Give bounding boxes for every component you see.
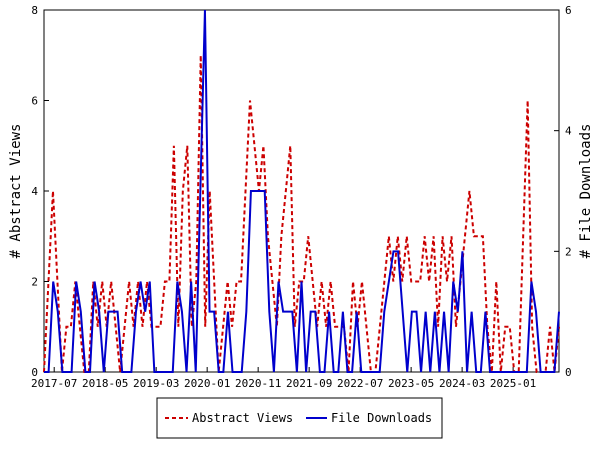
legend-label-file-downloads: File Downloads bbox=[331, 411, 432, 425]
left-tick-label: 8 bbox=[31, 4, 38, 17]
legend: Abstract Views File Downloads bbox=[156, 397, 443, 439]
right-tick-label: 2 bbox=[565, 245, 572, 258]
legend-label-abstract-views: Abstract Views bbox=[192, 411, 293, 425]
x-tick-label: 2024-03 bbox=[439, 377, 485, 390]
right-axis-title: # File Downloads bbox=[578, 124, 594, 259]
x-tick-label: 2018-05 bbox=[82, 377, 128, 390]
series-line-file-downloads bbox=[44, 9, 560, 373]
x-axis: 2017-07 2018-05 2019-03 2020-01 2020-11 2021-… bbox=[31, 367, 536, 390]
left-axis: 0 2 4 6 8 bbox=[31, 4, 49, 379]
right-axis: 0 2 4 6 bbox=[554, 4, 572, 379]
left-tick-label: 4 bbox=[31, 185, 38, 198]
x-tick-label: 2021-09 bbox=[286, 377, 332, 390]
left-tick-label: 0 bbox=[31, 366, 38, 379]
right-tick-label: 0 bbox=[565, 366, 572, 379]
x-tick-label: 2017-07 bbox=[31, 377, 77, 390]
left-tick-label: 6 bbox=[31, 95, 38, 108]
x-tick-label: 2023-05 bbox=[388, 377, 434, 390]
series-layer bbox=[43, 9, 560, 373]
legend-box bbox=[156, 397, 443, 439]
left-tick-label: 2 bbox=[31, 276, 38, 289]
x-tick-label: 2020-11 bbox=[235, 377, 281, 390]
right-tick-label: 6 bbox=[565, 4, 572, 17]
x-tick-label: 2025-01 bbox=[490, 377, 536, 390]
right-tick-label: 4 bbox=[565, 125, 572, 138]
plot-area bbox=[43, 9, 560, 373]
left-axis-title: # Abstract Views bbox=[8, 124, 24, 259]
x-tick-label: 2022-07 bbox=[337, 377, 383, 390]
x-tick-label: 2020-01 bbox=[184, 377, 230, 390]
x-tick-label: 2019-03 bbox=[133, 377, 179, 390]
